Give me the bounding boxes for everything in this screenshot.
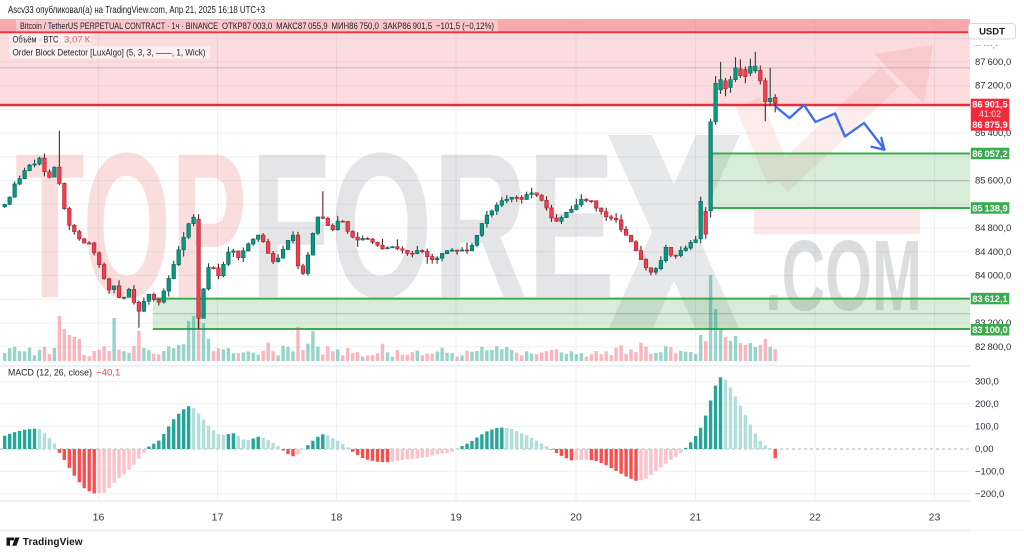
svg-text:86 875,9: 86 875,9	[972, 120, 1007, 130]
svg-text:83 100,0: 83 100,0	[972, 325, 1007, 335]
svg-text:82 800,0: 82 800,0	[975, 342, 1011, 353]
svg-text:87 200,0: 87 200,0	[975, 81, 1011, 92]
svg-text:−40,1: −40,1	[96, 368, 120, 379]
svg-text:−100,0: −100,0	[975, 466, 1004, 477]
svg-text:85 600,0: 85 600,0	[975, 176, 1011, 187]
svg-text:21: 21	[690, 512, 702, 524]
svg-text:−200,0: −200,0	[975, 489, 1004, 500]
svg-text:Order Block Detector [LuxAlgo]: Order Block Detector [LuxAlgo] (5, 3, 3,…	[13, 48, 206, 59]
svg-text:300,0: 300,0	[975, 376, 999, 387]
svg-text:84 000,0: 84 000,0	[975, 271, 1011, 282]
svg-text:85 138,9: 85 138,9	[972, 203, 1007, 213]
svg-text:USDT: USDT	[979, 27, 1005, 38]
svg-text:200,0: 200,0	[975, 399, 999, 410]
svg-text:ОТКР87 003,0 МАКС87 055,9 МИН8: ОТКР87 003,0 МАКС87 055,9 МИН86 750,0 ЗА…	[222, 21, 494, 32]
svg-text:83 612,1: 83 612,1	[972, 294, 1007, 304]
svg-text:86 901,5: 86 901,5	[972, 100, 1007, 110]
svg-text:TradingView: TradingView	[23, 537, 83, 548]
svg-text:87 600,0: 87 600,0	[975, 57, 1011, 68]
svg-text:20: 20	[570, 512, 582, 524]
svg-text:84 800,0: 84 800,0	[975, 223, 1011, 234]
svg-text:22: 22	[809, 512, 821, 524]
svg-text:41:02: 41:02	[979, 109, 1001, 119]
svg-text:23: 23	[929, 512, 941, 524]
svg-text:17: 17	[212, 512, 224, 524]
svg-text:18: 18	[331, 512, 343, 524]
svg-text:83 200,0: 83 200,0	[975, 318, 1011, 329]
svg-text:3,07 К: 3,07 К	[64, 35, 91, 46]
svg-text:0,00: 0,00	[975, 444, 994, 455]
svg-text:TOP: TOP	[15, 110, 247, 341]
svg-text:86 400,0: 86 400,0	[975, 128, 1011, 139]
svg-text:-- ---,-: -- ---,-	[975, 40, 998, 50]
svg-text:Bitcoin / TetherUS PERPETUAL C: Bitcoin / TetherUS PERPETUAL CONTRACT · …	[20, 21, 218, 32]
svg-text:86 057,2: 86 057,2	[972, 149, 1007, 159]
svg-text:16: 16	[93, 512, 105, 524]
svg-text:84 400,0: 84 400,0	[975, 247, 1011, 258]
svg-text:100,0: 100,0	[975, 421, 999, 432]
svg-text:FORE: FORE	[250, 110, 615, 341]
svg-text:MACD (12, 26, close): MACD (12, 26, close)	[8, 368, 92, 379]
svg-text:Объём · BTC: Объём · BTC	[13, 35, 59, 46]
svg-text:Ascv33 опубликовал(а) на Tradi: Ascv33 опубликовал(а) на TradingView.com…	[8, 4, 265, 16]
svg-text:19: 19	[450, 512, 462, 524]
